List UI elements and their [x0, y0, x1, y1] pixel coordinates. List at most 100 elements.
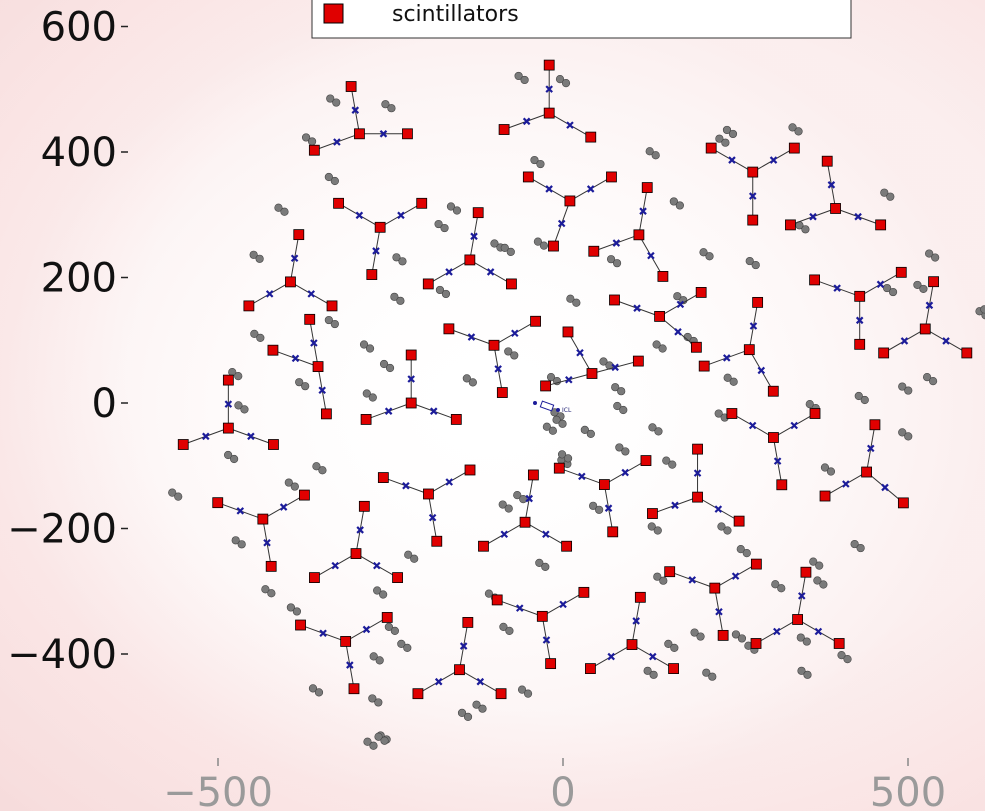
pair-5-a	[274, 203, 283, 212]
xtick-label-1: 0	[550, 770, 575, 811]
station-10-scintillator-2	[496, 387, 508, 398]
station-0-muon-1	[351, 106, 360, 114]
xtick-label-2: 500	[870, 770, 946, 811]
pair-63-a	[168, 488, 177, 497]
pair-52-a	[820, 463, 830, 472]
pair-64-a	[224, 450, 233, 460]
pair-38-a	[599, 357, 608, 366]
station-3-muon-2	[854, 212, 862, 221]
pair-26-a	[435, 285, 445, 295]
station-24-scintillator-2	[392, 572, 403, 583]
station-14	[809, 266, 907, 350]
station-8-scintillator-0	[293, 229, 305, 241]
station-25-scintillator-2	[561, 540, 573, 552]
station-26-scintillator-2	[348, 683, 360, 695]
station-3-scintillator-center	[830, 203, 841, 214]
pair-57-a	[898, 382, 907, 391]
pair-71-a	[286, 603, 296, 612]
station-20-muon-1	[671, 501, 679, 510]
station-29	[585, 591, 679, 674]
pair-19-b	[888, 287, 898, 297]
pair-109-a	[374, 732, 383, 741]
y-axis: 600 400 200 0 −200 −400	[7, 5, 128, 678]
station-11-scintillator-0	[632, 355, 644, 367]
pair-3-b	[452, 206, 462, 215]
station-11-muon-1	[576, 348, 584, 357]
icl-building	[539, 400, 555, 412]
station-18-muon-1	[402, 482, 410, 490]
station-18-scintillator-0	[464, 464, 476, 476]
station-16-muon-1	[384, 407, 393, 415]
station-26-scintillator-center	[340, 636, 352, 647]
station-29-scintillator-1	[585, 663, 596, 674]
station-31-muon-1	[773, 627, 781, 636]
station-23-scintillator-1	[212, 497, 224, 509]
station-9-muon-2	[318, 386, 326, 395]
station-18-muon-0	[445, 478, 454, 486]
pair-65-a	[234, 401, 243, 410]
station-23-muon-1	[236, 507, 245, 515]
station-2-muon-1	[728, 156, 736, 164]
pair-97-b	[649, 670, 658, 679]
station-26	[295, 612, 393, 695]
station-28	[491, 586, 590, 670]
pair-88-a	[557, 450, 567, 459]
pair-73-a	[373, 586, 382, 595]
station-6-scintillator-0	[606, 171, 617, 183]
legend-box	[311, 0, 852, 39]
pair-44-b	[729, 377, 738, 386]
pair-24-b	[539, 241, 549, 250]
station-29-scintillator-2	[668, 663, 679, 674]
pair-23-a	[606, 255, 616, 264]
pair-96-b	[696, 632, 705, 641]
station-2-scintillator-1	[705, 142, 717, 154]
station-21	[726, 408, 821, 491]
station-6-scintillator-center	[564, 195, 576, 207]
station-3-scintillator-1	[785, 219, 796, 231]
pair-69-b	[237, 540, 246, 549]
pair-27-b	[396, 296, 405, 305]
station-13-muon-1	[722, 354, 731, 362]
station-9-muon-1	[291, 354, 300, 363]
pair-78-b	[403, 643, 412, 652]
station-5-muon-2	[486, 268, 495, 276]
station-14-muon-2	[855, 316, 864, 325]
pair-81-b	[523, 689, 533, 698]
pair-95-a	[664, 639, 673, 648]
station-18-scintillator-center	[423, 488, 434, 500]
pair-65-b	[240, 405, 249, 414]
station-8	[243, 229, 338, 312]
pair-34-a	[462, 374, 471, 383]
pair-53-b	[856, 543, 865, 553]
station-17-scintillator-2	[268, 439, 279, 450]
ytick-label-2: 200	[41, 256, 117, 302]
station-6	[522, 171, 617, 252]
station-17-muon-1	[202, 432, 210, 441]
station-23-muon-0	[279, 503, 288, 511]
station-25-scintillator-1	[478, 540, 489, 552]
station-31-scintillator-center	[792, 614, 803, 625]
station-24-muon-0	[356, 526, 364, 534]
station-12-scintillator-0	[695, 287, 707, 298]
pair-42-a	[673, 292, 682, 301]
pair-27-a	[390, 292, 399, 301]
pair-32-a	[362, 389, 371, 398]
station-1-scintillator-2	[585, 131, 597, 143]
pair-7-a	[249, 250, 258, 259]
pair-64-b	[230, 454, 239, 464]
pair-36-a	[566, 294, 575, 303]
pair-93-a	[647, 522, 656, 531]
station-2-scintillator-2	[747, 214, 759, 226]
station-0-scintillator-0	[402, 128, 413, 140]
pair-6-a	[392, 253, 401, 262]
station-12-muon-0	[676, 300, 685, 309]
station-21-muon-2	[773, 457, 782, 465]
pair-94-b	[659, 576, 668, 585]
station-14-muon-1	[833, 284, 841, 292]
station-7-muon-0	[639, 207, 647, 215]
station-7-scintillator-center	[633, 229, 645, 241]
station-22-muon-0	[866, 444, 875, 453]
pair-35-b	[510, 351, 519, 360]
station-8-scintillator-1	[243, 300, 255, 312]
